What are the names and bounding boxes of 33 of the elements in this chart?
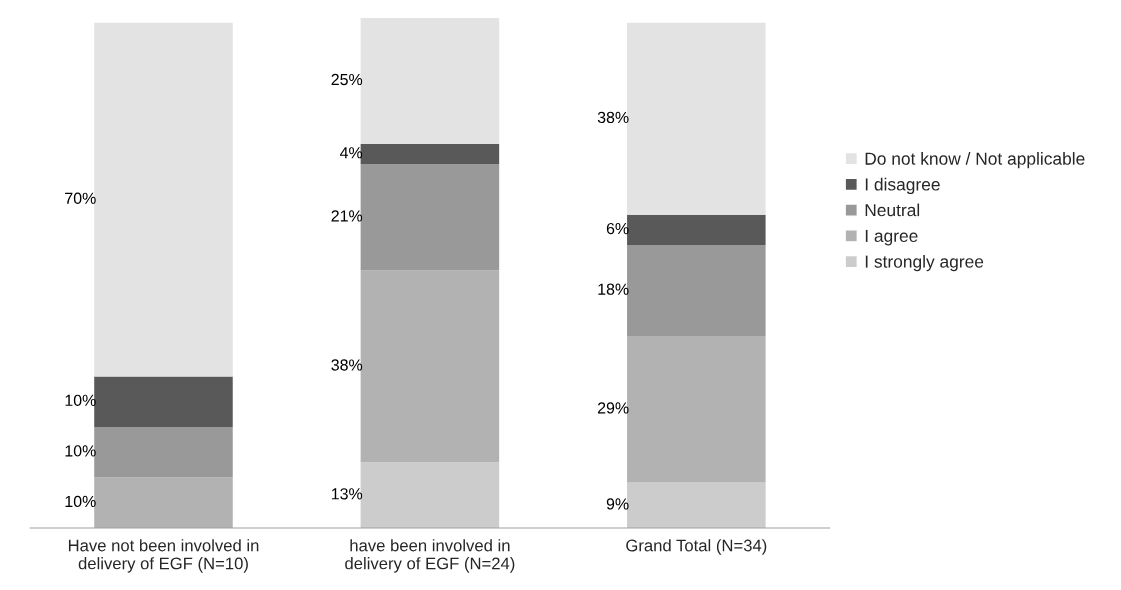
data-label: 70% <box>65 192 96 204</box>
bar <box>360 462 500 529</box>
bar <box>627 214 766 246</box>
bar <box>360 164 500 271</box>
data-label: 10% <box>65 495 96 508</box>
x-tick-label: have been involved in delivery of EGF (N=24) <box>345 539 515 573</box>
bar <box>94 22 233 377</box>
data-label: 9% <box>606 498 629 510</box>
x-tick-label: Grand Total (N=34) <box>626 539 767 555</box>
data-label: 38% <box>331 359 363 371</box>
legend-label: Neutral <box>865 203 920 217</box>
legend-label: I agree <box>865 229 918 246</box>
data-label: 25% <box>331 73 363 86</box>
bar <box>627 336 766 483</box>
bar <box>360 17 500 145</box>
bar <box>94 376 233 427</box>
data-label: 38% <box>597 111 629 124</box>
bar <box>94 426 233 478</box>
bar <box>627 482 766 529</box>
data-label: 29% <box>597 402 629 414</box>
bar <box>627 245 766 337</box>
data-label: 21% <box>331 210 363 222</box>
data-label: 18% <box>598 283 629 295</box>
bar <box>94 477 233 529</box>
legend-label: Do not know / Not applicable <box>865 152 1085 169</box>
legend-label: I disagree <box>865 177 940 194</box>
data-label: 10% <box>65 445 96 457</box>
bar <box>360 270 500 463</box>
legend-label: I strongly agree <box>865 255 984 272</box>
data-label: 13% <box>331 488 363 500</box>
bar <box>627 22 766 215</box>
x-tick-label: Have not been involved in delivery of EGF (N=10) <box>68 539 259 573</box>
bar <box>360 144 500 165</box>
